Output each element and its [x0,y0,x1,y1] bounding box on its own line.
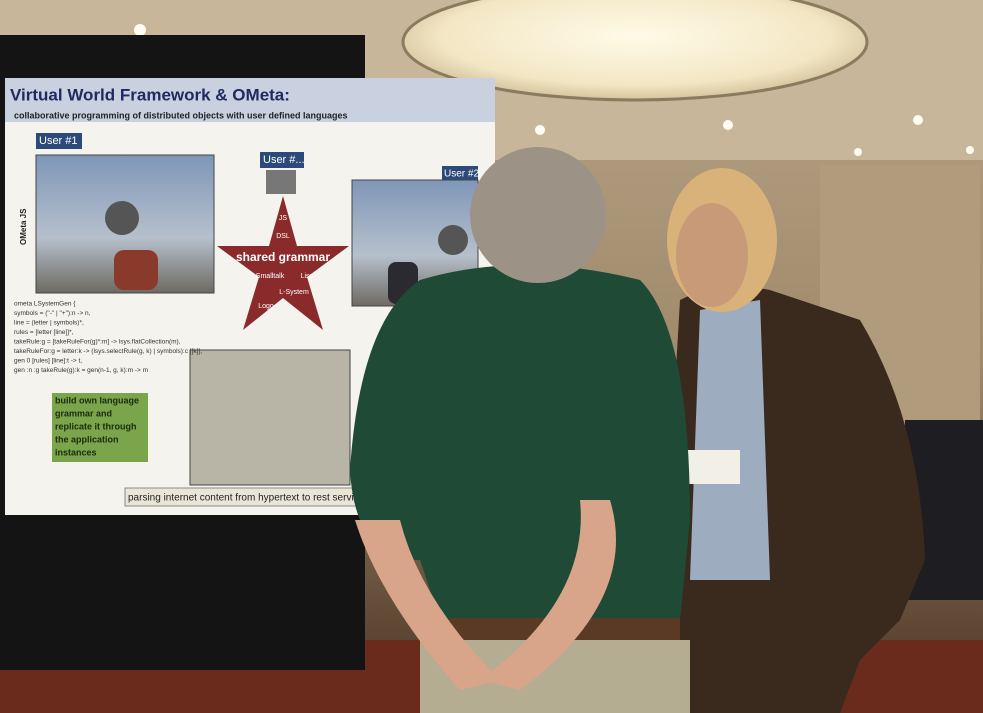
code-line: rules = [letter [line]]*, [14,329,74,336]
green-box-line: the application [55,434,119,444]
code-line: symbols = ("-" | "+"):n -> n, [14,310,91,317]
green-box-line: build own language [55,395,139,405]
screenshot-thumb [266,170,296,194]
star-label: JS [279,215,288,222]
screenshot-avatar [114,250,158,290]
star-labels: JS DSL Smalltalk Lisp L-System Logo [256,215,314,310]
poster-subtitle: collaborative programming of distributed… [14,110,348,120]
code-line: ometa LSystemGen { [14,301,76,308]
code-line: gen :n :g takeRule(g):k = gen(n-1, g, k)… [14,367,148,374]
code-line: takeRule:g = [takeRuleFor(g)*:m] -> lsys… [14,339,181,346]
star-label: Logo [258,303,274,310]
green-box [52,393,148,462]
man-right-face [676,203,748,307]
user-tag [442,166,478,182]
poster-title-bar [5,78,495,122]
man-left-arm [355,520,500,690]
star-label: Lisp [301,273,314,280]
green-box-line: replicate it through [55,421,137,431]
code-block: ometa LSystemGen { symbols = ("-" | "+"):… [14,301,202,375]
star-label: L-System [279,289,309,296]
man-right-shirt [690,300,770,580]
ceiling-lights [134,24,974,156]
star-label: DSL [276,233,290,240]
user-label: User #1 [39,135,78,147]
user-label: User #... [263,154,305,166]
screenshot-sphere [438,225,468,255]
green-box-line: instances [55,447,97,457]
code-line: takeRuleFor:g = letter:k -> (lsys.select… [14,348,202,355]
screenshot [189,349,351,486]
poster-caption: parsing internet content from hypertext … [128,493,359,504]
user-label: User #2 [444,169,479,180]
star [217,196,349,330]
code-line: line = (letter | symbols)*, [14,320,84,327]
star-center-label: shared grammar [236,250,330,264]
poster-title: Virtual World Framework & OMeta: [10,85,290,104]
user-tag [36,133,82,149]
man-left-arm [480,500,616,690]
green-box-line: grammar and [55,408,112,418]
star-label: Smalltalk [256,273,285,280]
user-tag [260,152,304,168]
screenshot-sphere [105,201,139,235]
green-box-text: build own language grammar and replicate i… [55,395,139,457]
code-line: gen 0 [rules] [line]:t -> t, [14,358,82,365]
chandelier [401,0,869,102]
side-label: OMeta JS [19,208,28,245]
name-badge [686,450,740,484]
man-left-head [470,147,606,283]
